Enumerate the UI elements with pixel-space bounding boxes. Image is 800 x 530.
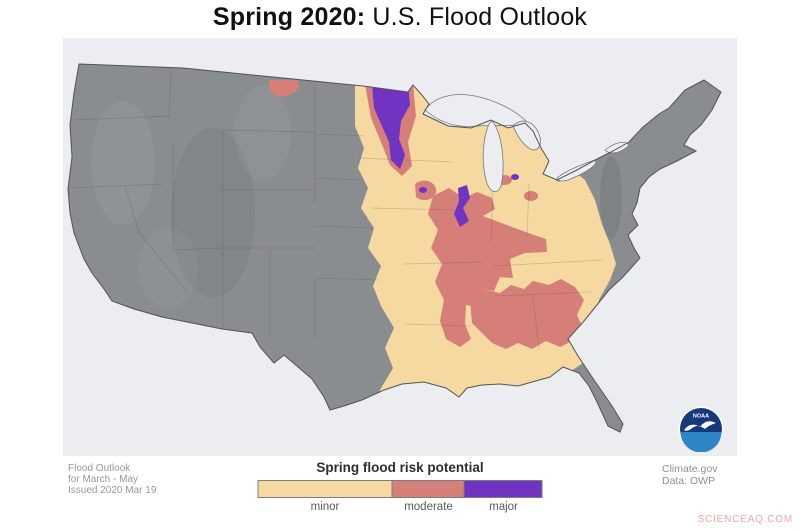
issue-info-line3: Issued 2020 Mar 19 (68, 485, 157, 496)
region-major-upper-mississippi (454, 185, 470, 227)
legend-label-minor: minor (310, 501, 340, 513)
terrain-northern-rockies (235, 85, 291, 181)
credit-source: Climate.gov (662, 463, 718, 475)
page-title-emphasis: Spring 2020: (212, 3, 366, 31)
legend: Spring flood risk potential minor modera… (257, 460, 543, 513)
terrain-shading (91, 85, 622, 308)
legend-labels: minor moderate major (258, 501, 543, 513)
credit-data: Data: OWP (662, 475, 716, 487)
legend-label-moderate: moderate (404, 501, 453, 513)
lake-huron (512, 120, 541, 151)
legend-swatch-moderate (391, 481, 464, 497)
state-borders (68, 67, 604, 351)
page-title-rest: U.S. Flood Outlook (372, 3, 588, 31)
us-outline (67, 63, 722, 433)
regions-major-flood-risk (372, 84, 519, 227)
issue-info-line2: for March - May (68, 474, 139, 485)
region-major-michigan-spot (511, 174, 519, 180)
legend-color-bar (257, 480, 543, 498)
region-major-red-river-valley (372, 84, 410, 169)
terrain-rockies (171, 128, 255, 298)
terrain-appalachians (600, 156, 622, 240)
credits: Climate.gov Data: OWP (662, 463, 717, 487)
noaa-logo: NOAA (678, 406, 724, 452)
issue-info: Flood Outlook for March - May Issued 202… (68, 463, 156, 496)
region-major-sd-mn-spot (419, 187, 427, 193)
lake-michigan (482, 121, 504, 193)
noaa-logo-lower (680, 432, 722, 452)
region-moderate-southeast (470, 279, 584, 349)
issue-info-line1: Flood Outlook (68, 463, 131, 474)
page-title: Spring 2020: U.S. Flood Outlook (0, 0, 800, 39)
us-flood-outlook-map (63, 38, 737, 456)
terrain-basin (138, 228, 198, 308)
legend-title: Spring flood risk potential (316, 460, 484, 475)
legend-label-major: major (489, 501, 518, 513)
region-moderate-montana (268, 80, 299, 97)
region-moderate-mississippi-missouri (428, 188, 547, 347)
terrain-sierra (91, 101, 155, 225)
legend-swatch-major (463, 481, 542, 497)
noaa-logo-text: NOAA (693, 414, 709, 420)
legend-swatch-minor (258, 481, 392, 497)
watermark: SCIENCEAQ.COM (697, 514, 793, 525)
map-panel: NOAA (63, 38, 737, 456)
region-moderate-michigan-2 (524, 191, 538, 201)
noaa-seagull-icon (684, 421, 716, 431)
